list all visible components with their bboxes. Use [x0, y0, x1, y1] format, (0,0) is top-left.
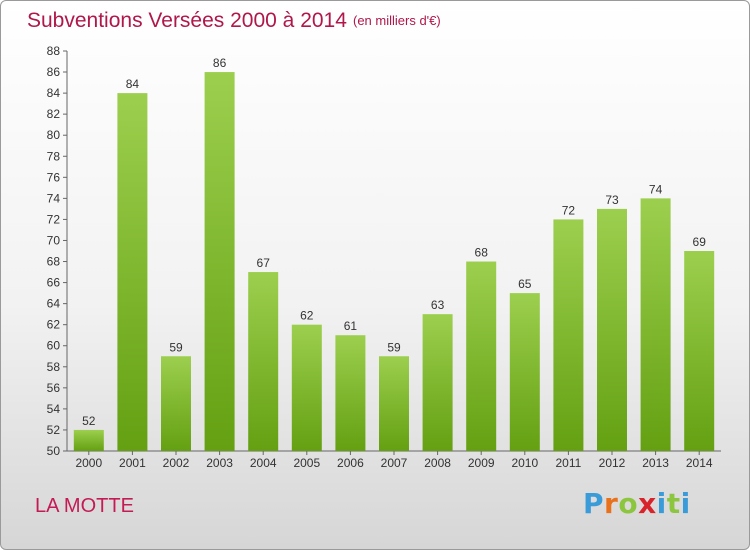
bar-2008 — [422, 314, 453, 451]
data-label-2012: 73 — [605, 193, 619, 207]
x-tick-label-2004: 2004 — [250, 456, 277, 470]
y-tick-label: 66 — [47, 276, 61, 290]
y-tick-label: 86 — [47, 65, 61, 79]
y-tick-label: 76 — [47, 170, 61, 184]
data-label-2006: 61 — [344, 319, 358, 333]
logo-letter: i — [656, 487, 667, 520]
data-label-2013: 74 — [649, 182, 663, 196]
y-tick-label: 84 — [47, 86, 61, 100]
bar-2003 — [204, 72, 235, 451]
data-label-2009: 68 — [475, 246, 489, 260]
bar-2014 — [684, 251, 715, 451]
y-tick-label: 58 — [47, 360, 61, 374]
data-label-2005: 62 — [300, 309, 314, 323]
y-tick-label: 80 — [47, 128, 61, 142]
data-label-2004: 67 — [257, 256, 271, 270]
logo-letter: o — [618, 487, 639, 520]
commune-name: LA MOTTE — [35, 495, 134, 517]
chart-title: Subventions Versées 2000 à 2014 — [27, 9, 347, 32]
data-label-2000: 52 — [82, 414, 96, 428]
x-tick-label-2013: 2013 — [642, 456, 669, 470]
x-tick-label-2000: 2000 — [75, 456, 102, 470]
logo-letter: P — [583, 487, 605, 520]
y-tick-label: 68 — [47, 255, 61, 269]
y-tick-label: 70 — [47, 233, 61, 247]
bar-2011 — [553, 219, 584, 451]
x-tick-label-2009: 2009 — [468, 456, 495, 470]
chart-subtitle: (en milliers d'€) — [353, 13, 441, 28]
bar-2009 — [466, 261, 497, 451]
x-tick-label-2007: 2007 — [381, 456, 408, 470]
x-tick-label-2001: 2001 — [119, 456, 146, 470]
x-tick-label-2012: 2012 — [599, 456, 626, 470]
x-tick-label-2002: 2002 — [163, 456, 190, 470]
bar-2010 — [509, 293, 540, 451]
y-tick-label: 60 — [47, 339, 61, 353]
y-tick-label: 52 — [47, 423, 61, 437]
data-label-2003: 86 — [213, 56, 227, 70]
data-label-2010: 65 — [518, 277, 532, 291]
bar-2005 — [291, 324, 322, 451]
data-label-2008: 63 — [431, 298, 445, 312]
data-label-2002: 59 — [169, 340, 183, 354]
y-tick-label: 56 — [47, 381, 61, 395]
bar-2006 — [335, 335, 366, 451]
y-tick-label: 88 — [47, 44, 61, 58]
y-tick-label: 74 — [47, 191, 61, 205]
data-label-2001: 84 — [126, 77, 140, 91]
x-tick-label-2003: 2003 — [206, 456, 233, 470]
proxiti-logo: Proxiti — [583, 487, 691, 520]
bar-2004 — [248, 272, 279, 451]
x-tick-label-2005: 2005 — [293, 456, 320, 470]
x-tick-label-2014: 2014 — [686, 456, 713, 470]
bar-2007 — [379, 356, 409, 451]
chart-bars — [73, 72, 715, 452]
logo-letter: i — [680, 487, 691, 520]
y-tick-label: 64 — [47, 297, 61, 311]
bar-2001 — [117, 93, 148, 452]
logo-letter: r — [604, 487, 619, 520]
y-tick-label: 78 — [47, 149, 61, 163]
y-tick-label: 72 — [47, 212, 61, 226]
x-tick-label-2008: 2008 — [424, 456, 451, 470]
bar-2000 — [73, 429, 104, 451]
x-tick-label-2006: 2006 — [337, 456, 364, 470]
chart-labels: 52 2000 84 2001 59 2002 86 2003 67 2004 62 2005 61 20… — [75, 56, 712, 470]
x-tick-label-2011: 2011 — [555, 456, 581, 470]
logo-letter: x — [638, 487, 657, 520]
y-tick-label: 82 — [47, 107, 61, 121]
data-label-2007: 59 — [387, 340, 401, 354]
bar-2002 — [161, 356, 191, 451]
y-tick-label: 62 — [47, 318, 61, 332]
bar-2013 — [640, 198, 671, 451]
x-tick-label-2010: 2010 — [511, 456, 538, 470]
data-label-2014: 69 — [693, 235, 707, 249]
bar-2012 — [597, 208, 627, 451]
y-tick-label: 50 — [47, 444, 61, 458]
y-tick-label: 54 — [47, 402, 61, 416]
data-label-2011: 72 — [562, 203, 576, 217]
logo-letter: t — [666, 487, 681, 520]
